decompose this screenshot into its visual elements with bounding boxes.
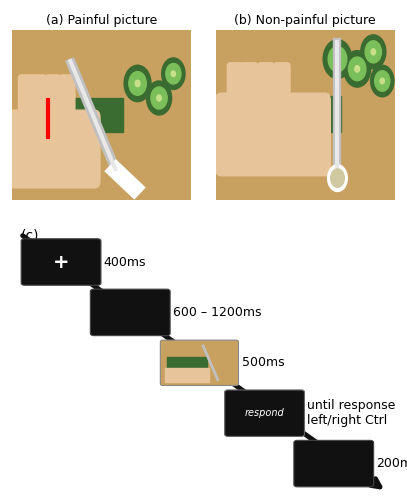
Circle shape — [328, 165, 347, 192]
Title: (b) Non-painful picture: (b) Non-painful picture — [234, 14, 376, 28]
Circle shape — [147, 81, 172, 115]
Circle shape — [162, 58, 185, 90]
Circle shape — [166, 64, 181, 84]
Ellipse shape — [27, 98, 40, 132]
Circle shape — [375, 70, 390, 92]
Text: +: + — [53, 252, 69, 272]
Circle shape — [124, 65, 151, 102]
Circle shape — [330, 169, 344, 188]
FancyBboxPatch shape — [160, 340, 239, 386]
Bar — [243, 96, 341, 132]
FancyBboxPatch shape — [31, 75, 46, 126]
FancyBboxPatch shape — [258, 63, 274, 109]
Circle shape — [335, 56, 340, 62]
Circle shape — [328, 46, 347, 72]
Circle shape — [355, 66, 360, 72]
Circle shape — [344, 50, 371, 87]
FancyBboxPatch shape — [45, 75, 61, 126]
Text: 600 – 1200ms: 600 – 1200ms — [173, 306, 261, 319]
Text: until response
left/right Ctrl: until response left/right Ctrl — [307, 399, 396, 427]
Title: (a) Painful picture: (a) Painful picture — [46, 14, 158, 28]
FancyBboxPatch shape — [21, 239, 101, 285]
Text: respond: respond — [245, 408, 284, 418]
FancyBboxPatch shape — [9, 110, 100, 188]
Circle shape — [129, 72, 146, 96]
Bar — [34, 98, 123, 132]
Circle shape — [323, 40, 352, 78]
Circle shape — [151, 87, 167, 109]
FancyBboxPatch shape — [90, 289, 170, 336]
Circle shape — [135, 80, 140, 86]
Text: 200ms: 200ms — [376, 457, 407, 470]
Circle shape — [157, 95, 161, 101]
Circle shape — [380, 78, 384, 84]
Text: (c): (c) — [20, 228, 39, 242]
FancyBboxPatch shape — [294, 440, 374, 487]
FancyBboxPatch shape — [216, 93, 330, 176]
Bar — [167, 358, 207, 369]
Circle shape — [361, 35, 386, 69]
Circle shape — [365, 41, 381, 63]
Circle shape — [371, 65, 394, 97]
Circle shape — [171, 71, 175, 76]
FancyBboxPatch shape — [60, 75, 75, 126]
FancyBboxPatch shape — [274, 63, 290, 109]
Circle shape — [371, 49, 376, 55]
FancyBboxPatch shape — [225, 390, 304, 436]
FancyBboxPatch shape — [18, 75, 34, 126]
FancyBboxPatch shape — [228, 63, 243, 109]
Text: 400ms: 400ms — [104, 256, 146, 268]
Text: 500ms: 500ms — [242, 356, 285, 370]
FancyBboxPatch shape — [242, 63, 258, 109]
Bar — [165, 368, 209, 382]
Circle shape — [348, 57, 366, 80]
